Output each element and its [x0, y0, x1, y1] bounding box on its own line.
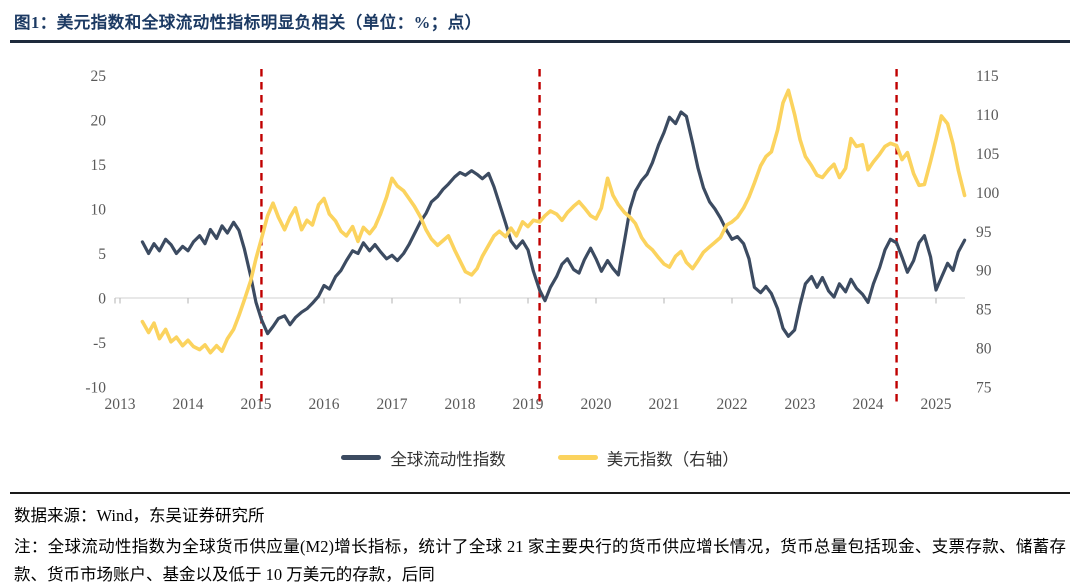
- x-axis-label: 2019: [513, 396, 544, 413]
- series-line-0: [140, 109, 967, 338]
- left-axis-label: 5: [98, 246, 106, 263]
- right-axis-label: 95: [976, 223, 992, 240]
- navy-line-swatch: [341, 455, 382, 460]
- right-axis-label: 110: [976, 106, 999, 123]
- footer-divider: [10, 491, 1070, 494]
- right-axis-label: 75: [976, 379, 992, 396]
- yellow-line-swatch: [557, 455, 598, 460]
- right-axis-label: 105: [976, 145, 1000, 162]
- x-axis-label: 2025: [921, 396, 952, 413]
- figure-title: 图1：美元指数和全球流动性指标明显负相关（单位：%；点）: [14, 13, 482, 32]
- legend-label-usd-index: 美元指数（右轴）: [606, 449, 739, 469]
- figure-note: 注：全球流动性指数为全球货币供应量(M2)增长指标，统计了全球 21 家主要央行…: [14, 537, 1066, 584]
- legend-item-global-liquidity: 全球流动性指数: [341, 446, 506, 470]
- left-axis-label: 0: [98, 290, 106, 307]
- x-axis-label: 2021: [649, 396, 680, 413]
- x-axis-label: 2023: [785, 396, 816, 413]
- legend-label-global-liquidity: 全球流动性指数: [390, 449, 506, 469]
- right-axis-label: 80: [976, 340, 992, 357]
- chart-canvas: 2520151050-5-101151101051009590858075201…: [85, 68, 1000, 413]
- left-axis-label: 10: [91, 201, 107, 218]
- right-axis-label: 85: [976, 301, 992, 318]
- x-axis-label: 2014: [173, 396, 204, 413]
- right-axis-label: 100: [976, 184, 1000, 201]
- left-axis-label: 20: [91, 112, 107, 129]
- left-axis-label: 25: [91, 68, 107, 85]
- x-axis-label: 2015: [241, 396, 272, 413]
- series-line-1: [140, 87, 967, 355]
- x-axis-label: 2017: [377, 396, 408, 413]
- legend-item-usd-index: 美元指数（右轴）: [557, 446, 739, 470]
- right-axis-label: 115: [976, 68, 999, 85]
- right-axis-label: 90: [976, 262, 992, 279]
- x-axis-label: 2018: [445, 396, 476, 413]
- chart-area: 25 20 15 10 5 0 -5 -10 115 110 105 100 95 90 85 80 75 201…: [0, 51, 1080, 423]
- left-axis-label: -5: [93, 335, 106, 352]
- x-axis-label: 2016: [309, 396, 340, 413]
- left-axis-label: 15: [91, 157, 107, 174]
- chart-legend: 全球流动性指数 美元指数（右轴）: [0, 447, 1080, 469]
- left-axis-label: -10: [85, 379, 106, 396]
- x-axis-label: 2013: [105, 396, 136, 413]
- x-axis-label: 2022: [717, 396, 748, 413]
- x-axis-label: 2024: [853, 396, 884, 413]
- title-divider: [10, 40, 1070, 43]
- data-source: 数据来源：Wind，东吴证券研究所: [14, 506, 265, 525]
- x-axis-label: 2020: [581, 396, 612, 413]
